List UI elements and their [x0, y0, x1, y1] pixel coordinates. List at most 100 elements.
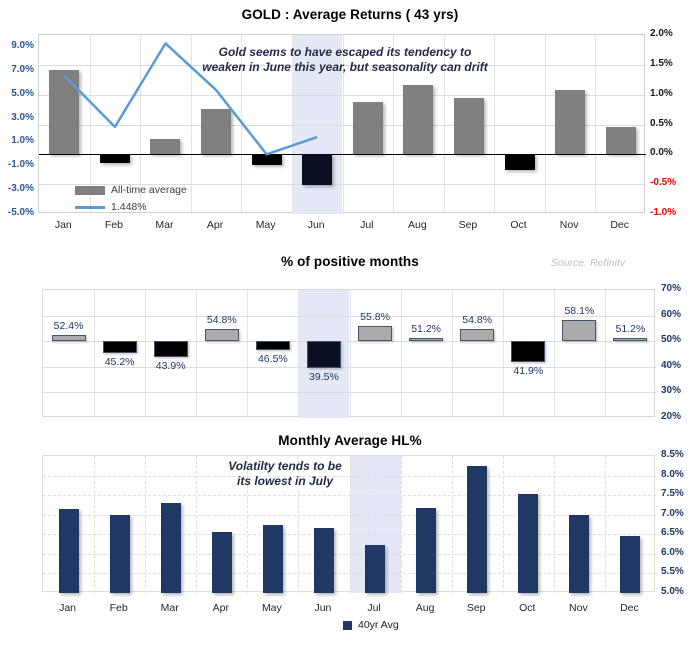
month-label-Dec: Dec — [620, 602, 639, 614]
vertical-gridline — [247, 456, 249, 593]
legend-40yr-avg: 40yr Avg — [343, 619, 399, 631]
hl-bar-Jun — [313, 528, 334, 593]
vertical-gridline — [196, 290, 198, 418]
legend-current-year-line: 1.448% — [75, 201, 147, 213]
vertical-gridline — [604, 456, 606, 593]
horizontal-gridline — [43, 573, 656, 575]
right-axis-tick: 50% — [661, 334, 682, 346]
left-axis-tick: -5.0% — [7, 207, 34, 218]
right-axis-tick: 8.0% — [661, 468, 684, 480]
return-bar-Oct — [504, 154, 535, 170]
legend-label: All-time average — [111, 184, 187, 196]
vertical-gridline — [553, 456, 555, 593]
positive-pct-bar-Nov — [562, 320, 597, 342]
month-label-Oct: Oct — [519, 602, 536, 614]
current-year-line — [63, 42, 318, 156]
value-label-May: 46.5% — [257, 353, 288, 366]
hl-bar-May — [262, 525, 283, 593]
navy-bar-swatch-icon — [343, 620, 352, 630]
hl-bar-Mar — [160, 502, 181, 593]
horizontal-gridline — [39, 94, 646, 96]
horizontal-gridline — [39, 184, 646, 186]
hl-bar-Jul — [365, 545, 386, 593]
month-label-Apr: Apr — [206, 219, 224, 231]
left-axis-tick: 1.0% — [11, 135, 34, 147]
horizontal-gridline — [43, 341, 656, 343]
hl-bar-Nov — [569, 515, 590, 593]
vertical-gridline — [400, 456, 402, 593]
vertical-gridline — [94, 456, 96, 593]
horizontal-gridline — [43, 495, 656, 497]
positive-pct-bar-Aug — [409, 338, 444, 342]
hl-bar-Jan — [58, 508, 79, 593]
monthly-hl-chart: Monthly Average HL% Volatilty tends to b… — [0, 430, 700, 649]
value-label-Dec: 51.2% — [615, 323, 646, 336]
value-label-Feb: 45.2% — [104, 356, 135, 369]
value-label-Jul: 55.8% — [360, 311, 390, 324]
positive-pct-bar-Dec — [613, 338, 648, 342]
month-label-Apr: Apr — [212, 602, 229, 614]
vertical-gridline — [400, 290, 402, 418]
horizontal-gridline — [43, 315, 656, 317]
right-axis-tick: 7.5% — [661, 488, 684, 500]
month-label-Sep: Sep — [458, 219, 478, 231]
horizontal-gridline — [43, 514, 656, 516]
annotation-line-2: weaken in June this year, but seasonalit… — [202, 60, 488, 74]
returns-line-path — [63, 42, 318, 156]
horizontal-gridline — [39, 64, 646, 66]
zero-axis-line — [39, 153, 646, 156]
right-axis-tick: 1.0% — [650, 87, 673, 99]
return-bar-Apr — [201, 108, 232, 155]
positive-pct-bar-Feb — [102, 341, 137, 354]
right-axis-tick: 40% — [661, 359, 682, 371]
avg-returns-plot-area — [38, 34, 646, 214]
source-credit: Source: Refinitv — [550, 257, 625, 269]
legend-label: 1.448% — [111, 201, 147, 213]
month-label-Nov: Nov — [569, 602, 588, 614]
legend-label: 40yr Avg — [358, 619, 399, 631]
right-axis-tick: 70% — [661, 283, 682, 294]
hl-bar-Feb — [109, 514, 130, 593]
positive-months-chart: % of positive months Source: Refinitv 52… — [0, 240, 700, 430]
month-label-May: May — [261, 602, 282, 614]
positive-pct-bar-Jan — [51, 335, 86, 342]
right-axis-tick: 30% — [661, 385, 682, 397]
month-label-Jan: Jan — [54, 219, 72, 231]
value-label-Nov: 58.1% — [564, 305, 595, 318]
hl-bar-Dec — [620, 536, 641, 593]
hl-bar-Apr — [211, 532, 232, 593]
left-axis-tick: -3.0% — [7, 183, 34, 195]
right-axis-tick: -1.0% — [650, 207, 677, 218]
vertical-gridline — [145, 456, 147, 593]
return-bar-Feb — [99, 154, 130, 163]
value-label-Oct: 41.9% — [513, 364, 544, 377]
left-axis-tick: 3.0% — [11, 111, 34, 123]
monthly-hl-plot-area — [42, 455, 656, 593]
vertical-gridline — [502, 456, 504, 593]
return-bar-Sep — [453, 98, 484, 155]
annotation-line-1: Gold seems to have escaped its tendency … — [218, 45, 472, 59]
positive-months-title: % of positive months — [281, 254, 419, 269]
right-axis-tick: 1.5% — [650, 57, 673, 69]
right-axis-tick: -0.5% — [650, 177, 677, 189]
month-label-Feb: Feb — [109, 602, 128, 614]
value-label-Sep: 54.8% — [462, 313, 493, 326]
return-bar-May — [251, 154, 282, 166]
month-label-Aug: Aug — [408, 219, 427, 231]
right-axis-tick: 8.5% — [661, 449, 684, 460]
vertical-gridline — [298, 456, 300, 593]
return-bar-Aug — [403, 85, 434, 155]
blue-line-swatch-icon — [75, 205, 105, 209]
return-bar-Dec — [605, 126, 636, 155]
positive-pct-bar-Apr — [204, 328, 239, 342]
positive-pct-bar-May — [255, 341, 290, 351]
return-bar-Mar — [150, 138, 181, 155]
horizontal-gridline — [43, 534, 656, 536]
return-bar-Jan — [49, 69, 80, 155]
vertical-gridline — [247, 290, 249, 418]
value-label-Mar: 43.9% — [155, 359, 186, 372]
month-label-Aug: Aug — [415, 602, 435, 614]
vertical-gridline — [553, 290, 555, 418]
vertical-gridline — [298, 290, 300, 418]
